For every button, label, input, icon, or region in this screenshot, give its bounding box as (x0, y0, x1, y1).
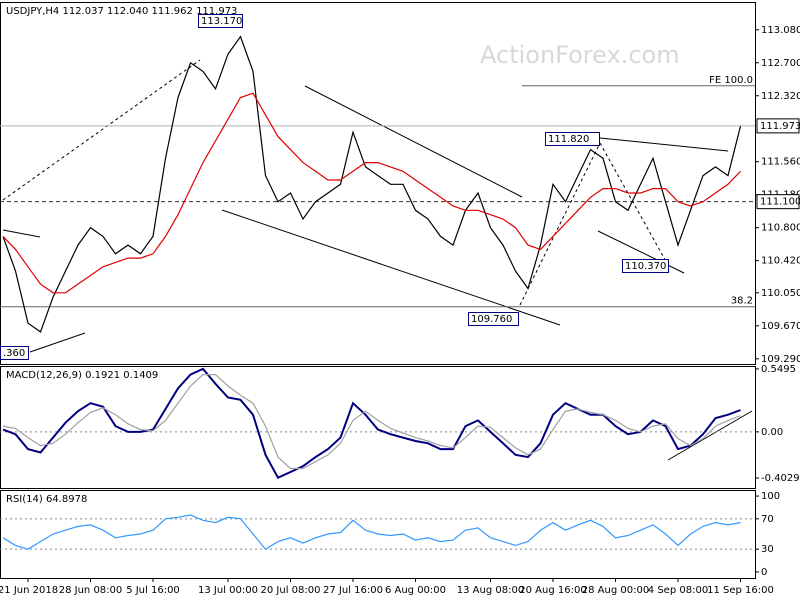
level-label: 111.973 (760, 121, 800, 132)
y-tick-label: 112.320 (761, 91, 800, 102)
trendline (519, 142, 601, 306)
trendline (597, 230, 685, 274)
annotation-box (198, 14, 243, 28)
y-tick-label: 109.670 (761, 321, 800, 332)
trendline (221, 209, 561, 326)
pane-frame (0, 366, 756, 489)
y-tick-label: 0.5495 (761, 364, 796, 375)
series-line (2, 35, 742, 333)
y-tick-label: 0 (761, 567, 767, 578)
y-tick-label: 112.700 (761, 58, 800, 69)
x-tick-label: 27 Jul 16:00 (323, 585, 383, 596)
level-label-box (756, 194, 800, 210)
series-line (2, 374, 741, 470)
trendline (304, 85, 523, 198)
level-label-box (756, 118, 800, 134)
x-tick-label: 28 Aug 00:00 (582, 585, 649, 596)
x-tick-label: 13 Jul 00:00 (198, 585, 258, 596)
x-tick-label: 5 Jul 16:00 (126, 585, 180, 596)
x-tick-label: 4 Sep 08:00 (648, 585, 708, 596)
y-tick-label: 111.560 (761, 157, 800, 168)
annotation: 109.760 (471, 314, 512, 325)
annotation-box (622, 259, 669, 273)
trendline (2, 229, 41, 238)
x-tick-label: 20 Jul 08:00 (261, 585, 321, 596)
annotation: .360 (3, 348, 25, 359)
series-line (2, 514, 741, 550)
x-tick-label: 28 Jun 08:00 (59, 585, 123, 596)
x-tick-label: 11 Sep 16:00 (707, 585, 774, 596)
trendline (599, 137, 729, 152)
annotation-box (545, 132, 600, 146)
trendline (667, 410, 753, 461)
series-line (2, 92, 741, 294)
pane-frame (0, 490, 756, 579)
y-tick-label: 100 (761, 491, 780, 502)
trendline (2, 59, 201, 201)
x-tick-label: 13 Aug 08:00 (457, 585, 524, 596)
level-label: FE 100.0 (709, 75, 753, 86)
pane-title: RSI(14) 64.8978 (6, 494, 87, 505)
series-line (2, 367, 741, 479)
y-tick-label: 110.050 (761, 288, 800, 299)
y-tick-label: 30 (761, 544, 774, 555)
y-tick-label: 70 (761, 514, 774, 525)
pane-title: USDJPY,H4 112.037 112.040 111.962 111.97… (6, 6, 237, 17)
annotation: 113.170 (201, 16, 242, 27)
y-tick-label: 113.080 (761, 25, 800, 36)
level-label: 111.100 (760, 197, 800, 208)
annotation: 111.820 (548, 134, 589, 145)
x-tick-label: 20 Aug 16:00 (519, 585, 586, 596)
watermark: ActionForex.com (480, 41, 680, 69)
annotation-box (468, 312, 519, 326)
x-tick-label: 6 Aug 00:00 (385, 585, 446, 596)
y-tick-label: 110.800 (761, 223, 800, 234)
y-tick-label: 110.420 (761, 256, 800, 267)
y-tick-label: -0.4029 (761, 473, 800, 484)
trendline (29, 332, 86, 353)
y-tick-label: 109.290 (761, 354, 800, 365)
pane-frame (0, 2, 756, 365)
trendline (599, 142, 669, 266)
annotation: 110.370 (625, 261, 666, 272)
x-tick-label: 21 Jun 2018 (0, 585, 58, 596)
pane-title: MACD(12,26,9) 0.1921 0.1409 (6, 370, 158, 381)
annotation-box (0, 346, 29, 360)
level-label: 38.2 (731, 296, 753, 307)
y-tick-label: 0.00 (761, 427, 783, 438)
trendlines (2, 59, 753, 461)
